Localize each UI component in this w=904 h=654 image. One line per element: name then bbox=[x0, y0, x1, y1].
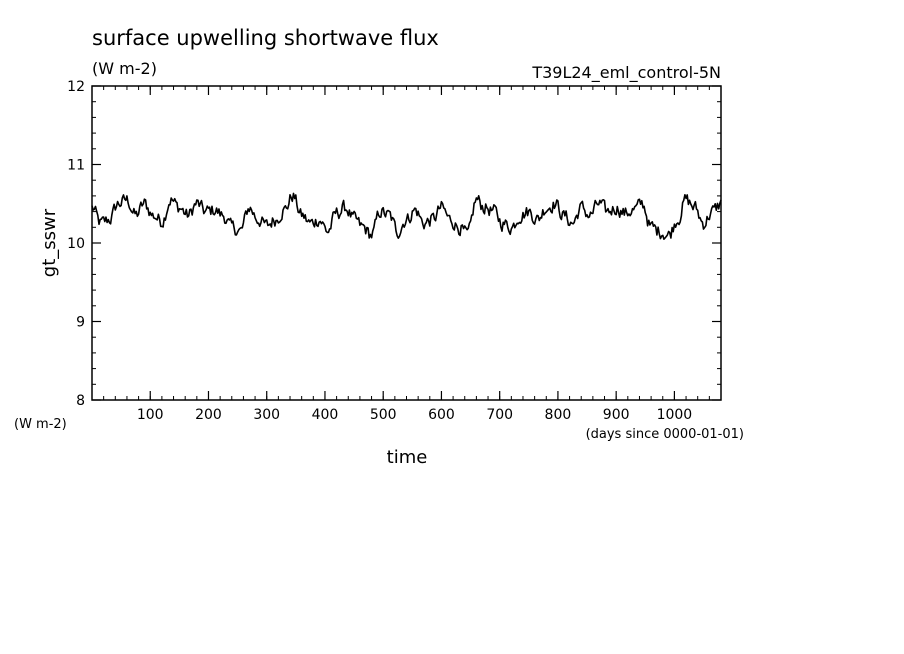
x-tick-label: 800 bbox=[545, 407, 572, 423]
y-tick-label: 8 bbox=[76, 393, 85, 409]
x-tick-label: 900 bbox=[603, 407, 630, 423]
y-axis-units: (W m-2) bbox=[14, 417, 67, 432]
x-tick-label: 600 bbox=[428, 407, 455, 423]
y-tick-label: 11 bbox=[67, 158, 85, 174]
x-tick-label: 100 bbox=[137, 407, 164, 423]
y-tick-label: 12 bbox=[67, 79, 85, 95]
series-line bbox=[91, 192, 722, 240]
plot-frame bbox=[91, 85, 722, 401]
x-tick-label: 700 bbox=[486, 407, 513, 423]
title-units: (W m-2) bbox=[92, 59, 157, 78]
y-tick-label: 9 bbox=[76, 315, 85, 331]
tick-labels: 100 200 300 400 500 600 700 800 900 1000 8 9 10 11 12 bbox=[67, 79, 692, 423]
x-axis-label: time bbox=[387, 447, 428, 468]
x-tick-label: 300 bbox=[253, 407, 280, 423]
x-tick-label: 1000 bbox=[657, 407, 693, 423]
y-axis-label: gt_sswr bbox=[39, 208, 60, 277]
x-tick-label: 200 bbox=[195, 407, 222, 423]
axis-ticks bbox=[92, 85, 721, 401]
y-tick-label: 10 bbox=[67, 236, 85, 252]
x-tick-label: 400 bbox=[312, 407, 339, 423]
experiment-label: T39L24_eml_control-5N bbox=[531, 63, 721, 83]
x-axis-units: (days since 0000-01-01) bbox=[586, 427, 744, 442]
x-tick-label: 500 bbox=[370, 407, 397, 423]
chart-title: surface upwelling shortwave flux bbox=[92, 26, 439, 50]
